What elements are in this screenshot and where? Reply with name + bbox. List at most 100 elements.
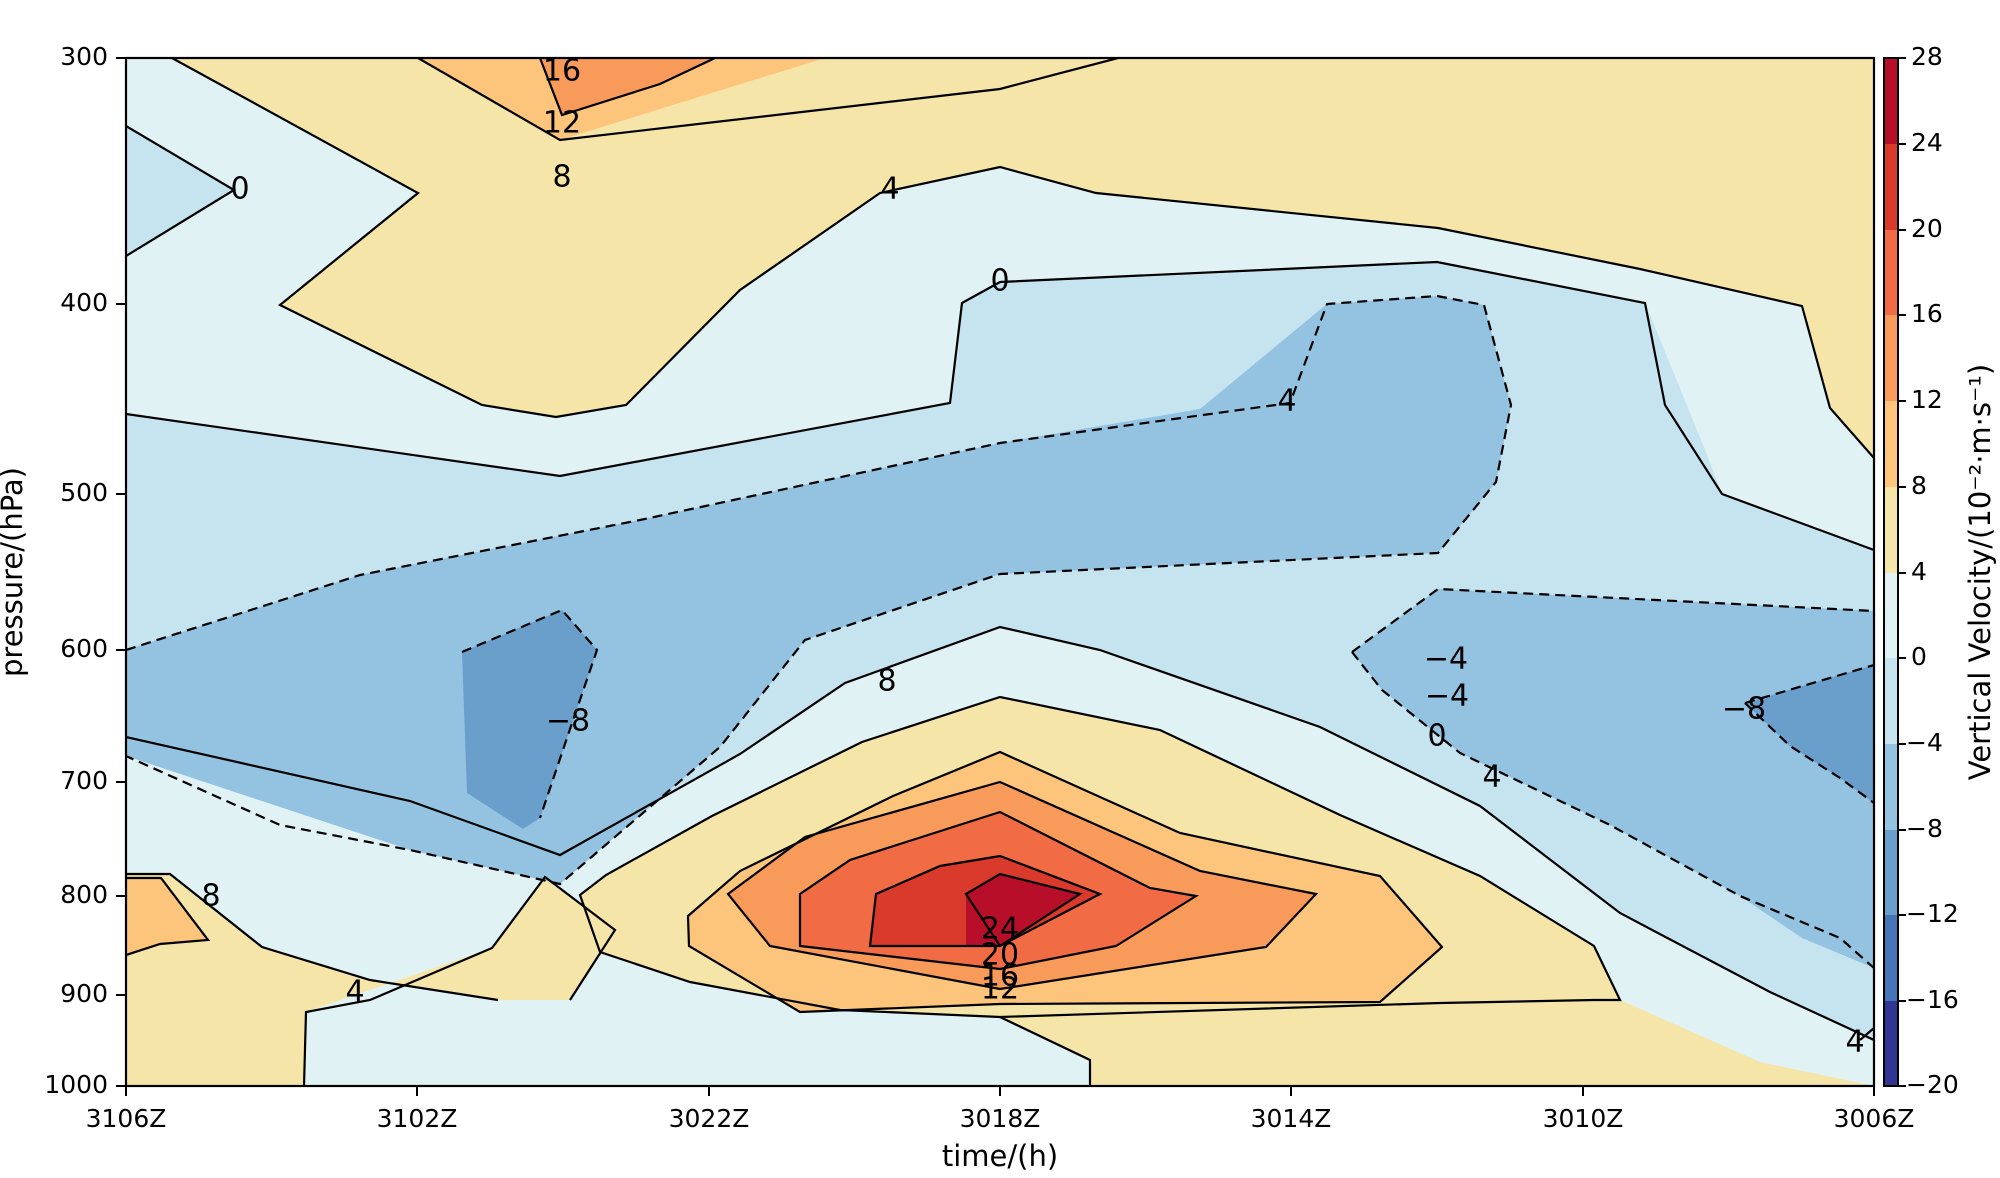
colorbar-tick-label: 28 [1911,42,1943,71]
colorbar-segment [1884,315,1898,401]
contour-line [126,625,1874,1041]
band-8-12-lower [126,878,208,955]
contour-line [171,58,1874,459]
contour-line [302,875,617,1086]
colorbar-segment [1884,744,1898,830]
contour-label: −4 [1425,679,1469,714]
colorbar-segment [1884,58,1898,144]
x-tick-label: 3022Z [669,1104,750,1133]
colorbar-segment [1884,230,1898,315]
y-tick-label: 400 [60,288,108,317]
contour-fills [126,58,1874,1086]
x-axis: 3106Z 3102Z 3022Z 3018Z 3014Z 3010Z 3006… [86,1086,1915,1173]
contour-label: 12 [543,106,581,141]
contour-line [126,872,499,1002]
x-tick-label: 3018Z [960,1104,1041,1133]
colorbar-segment [1884,915,1898,1001]
contour-label: 4 [345,975,364,1010]
x-tick-label: 3102Z [377,1104,458,1133]
y-tick-label: 600 [60,634,108,663]
x-tick-label: 3014Z [1251,1104,1332,1133]
band-neg-4-0 [126,126,234,256]
contour-line [1351,651,1874,969]
contour-label: 0 [230,172,249,207]
colorbar-tick-label: 12 [1911,385,1943,414]
colorbar-segment [1884,658,1898,744]
colorbar-tick-label: −20 [1906,1070,1959,1099]
x-tick-label: 3106Z [86,1104,167,1133]
colorbar: 28 24 20 16 12 8 4 0 −4 −8 −12 −16 −20 V… [1883,42,1997,1099]
contour-label: −8 [1722,692,1766,727]
y-tick-label: 700 [60,766,108,795]
contour-label: 8 [201,879,220,914]
contour-line [538,58,716,117]
y-tick-label: 500 [60,478,108,507]
colorbar-segment [1884,830,1898,915]
contour-line [126,260,1874,552]
contour-label: 16 [981,959,1019,994]
band-neg-8-4-right [1352,589,1874,968]
x-tick-label: 3010Z [1543,1104,1624,1133]
colorbar-tick-label: 20 [1911,214,1943,243]
colorbar-tick-label: 24 [1911,128,1943,157]
band-4-8-lower [126,874,615,1086]
contour-line [798,810,1200,971]
contour-label: 20 [981,938,1019,973]
colorbar-tick-label: −12 [1906,899,1959,928]
colorbar-tick-label: 8 [1911,471,1927,500]
y-axis: 300 400 500 600 700 800 900 1000 pressur… [0,42,126,1099]
x-tick-label: 3006Z [1834,1104,1915,1133]
band-8-12 [418,58,825,140]
contour-label: 12 [981,972,1019,1007]
contour-label: 4 [880,172,899,207]
colorbar-tick-label: 4 [1911,557,1927,586]
y-axis-title: pressure/(hPa) [0,467,29,677]
contour-line [1351,587,1874,653]
contour-line [726,780,1319,991]
band-24-28 [966,874,1080,946]
contour-line [461,608,599,819]
contour-line [417,58,1119,142]
contour-label: 24 [981,912,1019,947]
contour-line [578,695,1622,1019]
contour-label: −4 [1424,642,1468,677]
colorbar-segment [1884,487,1898,573]
colorbar-tick-label: −8 [1906,814,1943,843]
y-tick-label: 1000 [44,1070,108,1099]
colorbar-segment [1884,1001,1898,1086]
contour-label: 4 [1482,760,1501,795]
colorbar-tick-label: −16 [1906,985,1959,1014]
contour-line [999,1016,1092,1086]
contour-label: 8 [552,160,571,195]
contour-label: 0 [990,264,1009,299]
contour-line [126,294,1513,886]
colorbar-tick-label: −4 [1906,728,1943,757]
y-tick-label: 300 [60,42,108,71]
colorbar-tick-label: 16 [1911,299,1943,328]
contour-lines [126,58,1874,1086]
contour-line [1859,1027,1874,1041]
colorbar-segment [1884,144,1898,230]
x-axis-title: time/(h) [942,1139,1058,1173]
contour-label: 8 [877,664,896,699]
contour-label: 0 [1427,719,1446,754]
colorbar-title: Vertical Velocity/(10⁻²·m·s⁻¹) [1963,364,1997,781]
colorbar-segment [1884,401,1898,487]
y-tick-label: 800 [60,880,108,909]
colorbar-segment [1884,573,1898,658]
contour-label: −8 [546,704,590,739]
contour-label: 4 [1277,384,1296,419]
contour-label: 16 [543,54,581,89]
contour-line [868,854,1103,948]
y-tick-label: 900 [60,979,108,1008]
colorbar-tick-label: 0 [1911,642,1927,671]
contour-labels: 16 12 8 0 4 4 0 −4 −8 8 24 20 16 12 −4 0… [201,54,1864,1060]
contour-line [126,876,211,957]
contour-line [126,125,237,257]
band-12-16 [540,58,715,115]
contour-line [686,750,1444,1014]
band-4-8 [172,58,1874,458]
contour-line [964,872,1083,948]
